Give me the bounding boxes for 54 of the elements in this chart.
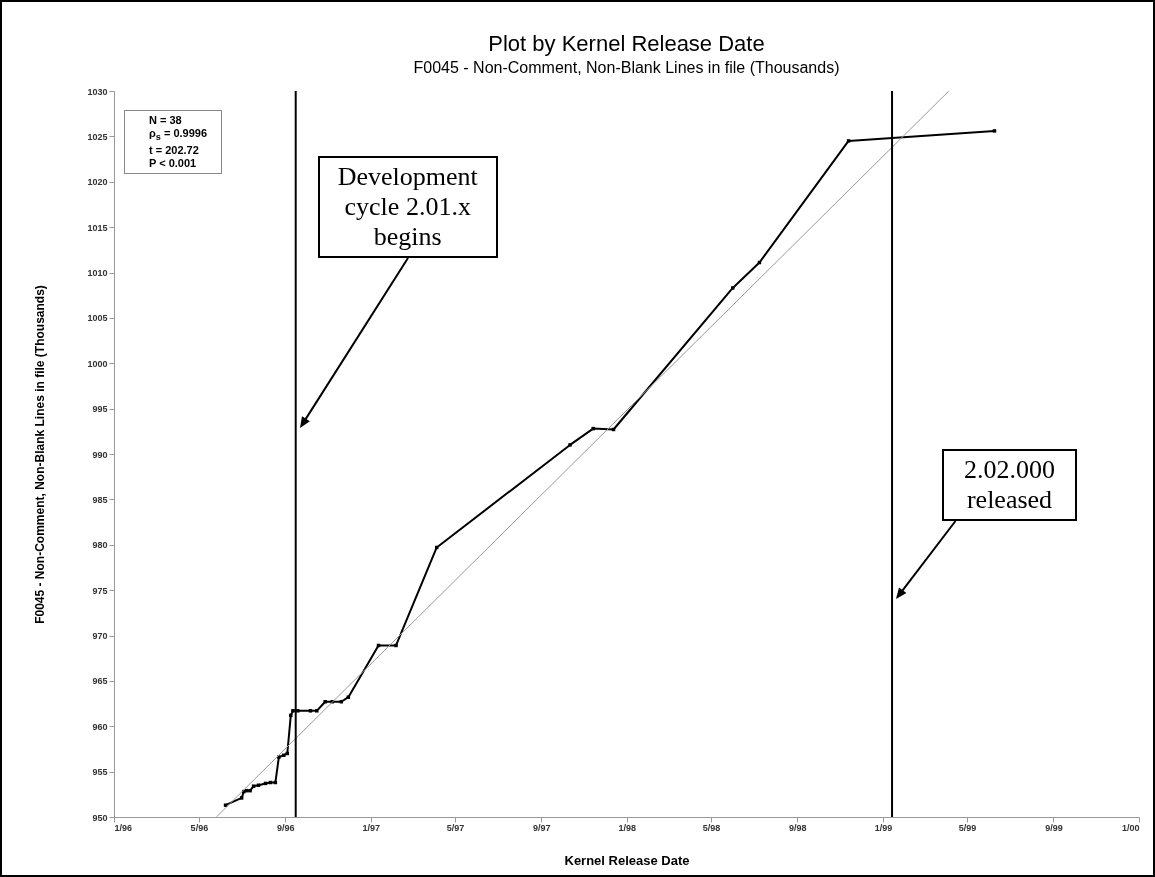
y-tick-label: 995 [92, 404, 108, 415]
point [251, 784, 256, 788]
y-tick-label: 955 [92, 767, 108, 778]
x-tick-label: 5/96 [190, 822, 209, 833]
chart-subtitle: F0045 - Non-Comment, Non-Blank Lines in file (Thousands) [413, 59, 840, 76]
y-tick-label: 1020 [87, 177, 108, 188]
point [291, 709, 295, 713]
x-tick-label: 9/97 [532, 822, 551, 833]
y-tick-label: 975 [92, 585, 108, 596]
x-tick-label: 9/96 [276, 822, 295, 833]
point [308, 709, 313, 713]
y-tick-label: 1000 [87, 358, 108, 369]
y-tick-label: 990 [92, 449, 108, 460]
x-tick-label: 9/98 [789, 822, 807, 833]
x-tick-label: 5/97 [446, 822, 465, 833]
point [568, 443, 572, 447]
x-tick-label: 1/99 [874, 822, 893, 833]
point [731, 286, 735, 290]
chart-title: Plot by Kernel Release Date [488, 31, 765, 56]
y-tick-label: 965 [92, 676, 108, 687]
y-tick-label: 980 [92, 540, 108, 551]
x-tick-label: 1/97 [362, 822, 381, 833]
x-axis-title: Kernel Release Date [564, 852, 690, 868]
y-axis-title: F0045 - Non-Comment, Non-Blank Lines in file (Thousands) [33, 285, 48, 624]
y-tick-label: 1010 [87, 268, 108, 278]
point [289, 713, 293, 718]
point [315, 709, 319, 713]
point [248, 788, 252, 793]
point [323, 700, 327, 704]
point [394, 643, 398, 648]
x-tick-label: 1/98 [618, 822, 637, 833]
y-tick-label: 960 [92, 721, 108, 732]
y-tick-label: 1025 [87, 131, 108, 142]
x-tick-label: 5/99 [958, 822, 977, 833]
y-tick-label: 1005 [87, 313, 108, 324]
point [346, 695, 351, 699]
y-tick-label: 1015 [87, 222, 108, 233]
y-tick-label: 1030 [87, 86, 108, 97]
text-box: N = 38 ρ$_{s}$ = 0.9996 t = 202.72 P < 0.001 [124, 110, 223, 175]
x-tick-label: 1/00 [1121, 822, 1140, 833]
x-tick-label: 1/96 [114, 822, 133, 833]
point [296, 709, 300, 713]
point [223, 803, 228, 807]
x-tick-label: 5/98 [702, 822, 721, 833]
text-box: 2.02.000 released [942, 449, 1078, 522]
point [992, 129, 997, 133]
point [846, 139, 851, 143]
y-tick-label: 985 [92, 494, 108, 505]
point [591, 426, 595, 431]
y-tick-label: 950 [92, 812, 108, 823]
point [239, 796, 244, 800]
y-tick-label: 970 [92, 631, 108, 641]
text-box: Development cycle 2.01.x begins [317, 155, 498, 258]
x-tick-label: 9/99 [1045, 822, 1063, 833]
